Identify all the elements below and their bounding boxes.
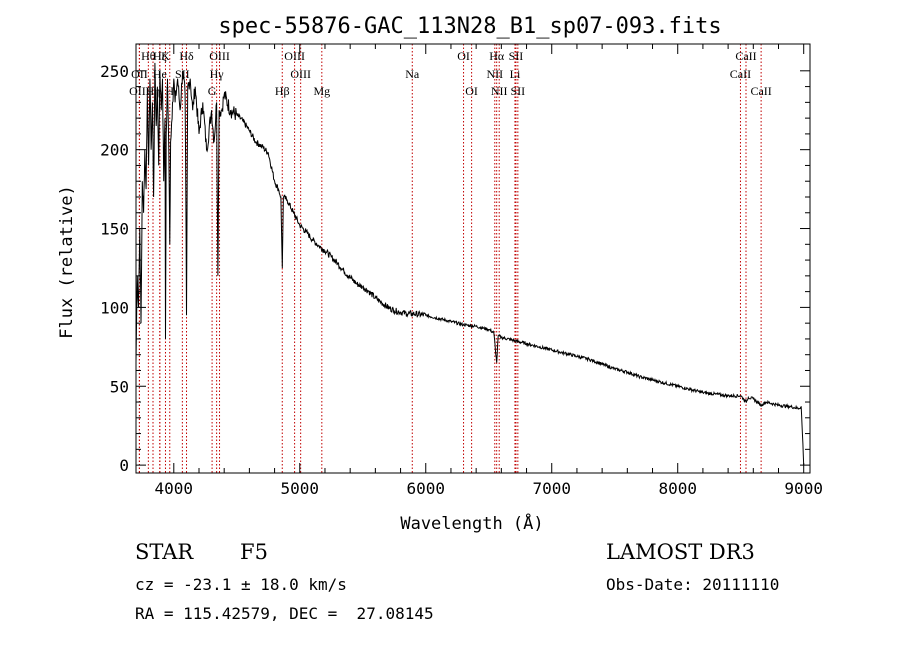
spectral-line-label: OII (131, 67, 148, 81)
y-tick-label: 50 (110, 377, 129, 396)
y-tick-label: 200 (100, 141, 129, 160)
object-class: STAR (135, 540, 194, 564)
spectral-line-label: Hβ (275, 84, 290, 98)
spectral-line-label: SII (511, 84, 526, 98)
spectral-line-label: OIII (284, 49, 305, 63)
x-tick-label: 6000 (406, 479, 445, 498)
x-tick-label: 9000 (784, 479, 823, 498)
x-tick-label: 4000 (155, 479, 194, 498)
x-axis-label: Wavelength (Å) (400, 512, 543, 534)
y-tick-label: 0 (119, 456, 129, 475)
spectral-line-label: H (165, 84, 174, 98)
spectral-line-label: CaII (735, 49, 756, 63)
axis-ticks (136, 44, 810, 473)
spectral-line-label: Na (405, 67, 420, 81)
observation-date: Obs-Date: 20111110 (606, 575, 780, 594)
series-layer (135, 62, 805, 466)
x-tick-label: 8000 (658, 479, 697, 498)
spectral-line-label: Hδ (179, 49, 194, 63)
spectral-line-markers (138, 44, 762, 473)
x-tick-label: 5000 (281, 479, 320, 498)
y-axis-label: Flux (relative) (57, 185, 77, 339)
survey-name: LAMOST DR3 (606, 540, 755, 564)
spectral-line-label: Hθ (141, 49, 156, 63)
spectral-line-label: CaII (750, 84, 771, 98)
y-tick-label: 250 (100, 62, 129, 81)
spectral-line-label: Hζ (153, 49, 167, 63)
spectral-line-label: K (161, 49, 170, 63)
plot-frame (135, 43, 811, 474)
y-tick-labels: 0 50 100 150 200 250 (100, 62, 129, 475)
ra-dec-coordinates: RA = 115.42579, DEC = 27.08145 (135, 604, 434, 623)
y-tick-label: 100 (100, 298, 129, 317)
x-tick-label: 7000 (532, 479, 571, 498)
spectral-line-label: Hα (489, 49, 505, 63)
spectral-line-label: Mg (313, 84, 330, 98)
spectral-line-label: CaII (730, 67, 751, 81)
spectral-line-label: OI (457, 49, 470, 63)
spectral-line-label: OIII (129, 84, 150, 98)
spectral-line-label: NII (486, 67, 503, 81)
spectral-line-label: Li (510, 67, 521, 81)
series-flux-line (135, 62, 805, 466)
spectral-line-label: SII (509, 49, 524, 63)
redshift-cz: cz = -23.1 ± 18.0 km/s (135, 575, 347, 594)
spectral-line-label: Hγ (210, 67, 225, 81)
spectral-line-label: OIII (209, 49, 230, 63)
spectral-line-label: OI (465, 84, 478, 98)
chart-title: spec-55876-GAC_113N28_B1_sp07-093.fits (218, 14, 721, 39)
y-tick-label: 150 (100, 220, 129, 239)
object-subclass: F5 (240, 540, 268, 564)
x-tick-labels: 4000 5000 6000 7000 8000 9000 (155, 479, 823, 498)
spectral-line-label: NII (491, 84, 508, 98)
spectral-line-label: G (208, 84, 217, 98)
spectral-line-label: OIII (290, 67, 311, 81)
